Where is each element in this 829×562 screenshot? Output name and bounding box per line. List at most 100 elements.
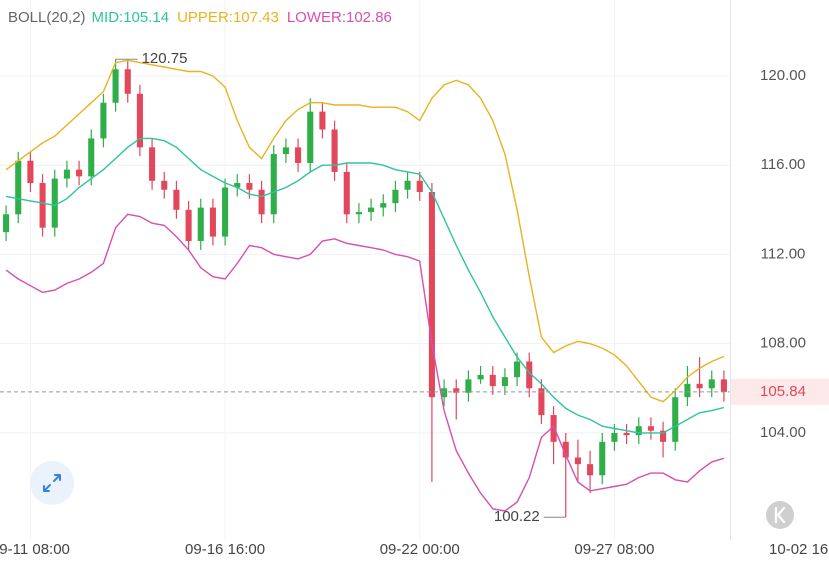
candle: [63, 160, 70, 188]
y-tick-label: 108.00: [760, 335, 806, 352]
candle: [295, 138, 302, 172]
candle: [574, 439, 581, 482]
candle-body: [136, 93, 143, 148]
min-label: 100.22: [494, 508, 540, 525]
expand-button-bg[interactable]: [30, 461, 74, 505]
candle: [428, 183, 435, 482]
candle-body: [88, 138, 95, 177]
candle-body: [708, 379, 715, 389]
candle: [3, 205, 10, 242]
y-tick-label: 112.00: [761, 245, 806, 262]
candle: [623, 423, 630, 445]
candle-body: [76, 169, 83, 177]
candle-body: [404, 180, 411, 190]
candle-body: [173, 189, 180, 210]
candle: [149, 138, 156, 190]
candle-body: [51, 178, 58, 228]
candle: [197, 198, 204, 250]
candle-body: [380, 203, 387, 208]
candle-body: [635, 426, 642, 436]
expand-icon[interactable]: [43, 474, 61, 492]
candle-body: [416, 180, 423, 192]
candle-body: [538, 388, 545, 416]
x-tick-label: 09-27 08:00: [574, 541, 654, 558]
last-price-label: 105.84: [760, 383, 806, 400]
candle: [355, 203, 362, 224]
candle: [501, 368, 508, 395]
candle-body: [441, 388, 448, 398]
grid: [0, 0, 730, 540]
candle-body: [161, 180, 168, 190]
y-tick-label: 120.00: [760, 67, 806, 84]
candle: [380, 194, 387, 217]
candle-body: [465, 379, 472, 393]
candle: [453, 379, 460, 420]
candle-body: [672, 397, 679, 442]
candle-body: [124, 69, 131, 94]
legend-entry: UPPER:107.43: [177, 9, 279, 26]
candle-body: [319, 111, 326, 130]
candle-body: [234, 183, 241, 188]
candle-body: [368, 207, 375, 213]
x-tick-label: 10-02 16:00: [769, 541, 829, 558]
candle-body: [526, 361, 533, 389]
candle: [550, 406, 557, 465]
candle: [368, 198, 375, 221]
candle: [684, 365, 691, 407]
candle-body: [258, 189, 265, 215]
legend-entry: MID:105.14: [92, 9, 170, 26]
candle: [404, 171, 411, 199]
band-line: [5, 213, 725, 512]
candle: [161, 171, 168, 199]
candle-body: [100, 102, 107, 139]
candle: [599, 432, 606, 485]
candle-body: [15, 160, 22, 215]
candle: [307, 98, 314, 172]
scroll-latest-bg[interactable]: [766, 501, 794, 529]
x-tick-label: 09-16 16:00: [185, 541, 265, 558]
candle-body: [3, 214, 10, 233]
candle-body: [428, 191, 435, 398]
candle: [51, 169, 58, 237]
candle: [209, 198, 216, 246]
candle: [489, 365, 496, 395]
candle: [76, 160, 83, 186]
candle: [526, 352, 533, 398]
candle-body: [185, 209, 192, 242]
y-tick-label: 116.00: [761, 156, 806, 173]
candle: [15, 151, 22, 224]
candle: [696, 357, 703, 398]
candle-body: [270, 154, 277, 215]
legend-entry: LOWER:102.86: [287, 9, 392, 26]
scroll-latest-button[interactable]: [766, 501, 794, 529]
candle: [477, 365, 484, 384]
candle: [136, 84, 143, 157]
candle-body: [209, 207, 216, 237]
candle: [173, 180, 180, 219]
candle-body: [197, 207, 204, 242]
candle-body: [684, 383, 691, 398]
last-price-tag: [731, 378, 829, 405]
x-tick-label: 09-22 00:00: [380, 541, 460, 558]
candle: [538, 379, 545, 424]
candle: [234, 174, 241, 197]
candle-body: [623, 432, 630, 436]
scroll-latest-icon[interactable]: [774, 506, 786, 524]
candle-body: [611, 432, 618, 442]
candle: [282, 138, 289, 163]
candle: [708, 370, 715, 398]
y-tick-label: 104.00: [760, 424, 806, 441]
expand-button[interactable]: [30, 461, 74, 505]
candle: [562, 432, 569, 518]
band-line: [5, 137, 725, 434]
header: BOLL(20,2) MID:105.14 UPPER:107.43 LOWER:10…: [8, 9, 392, 26]
candle-body: [477, 374, 484, 380]
candle: [124, 60, 131, 103]
candle: [587, 450, 594, 494]
candle-body: [599, 441, 606, 476]
x-tick-label: 09-11 08:00: [0, 541, 70, 558]
candle-body: [112, 69, 119, 103]
candle-body: [453, 388, 460, 393]
